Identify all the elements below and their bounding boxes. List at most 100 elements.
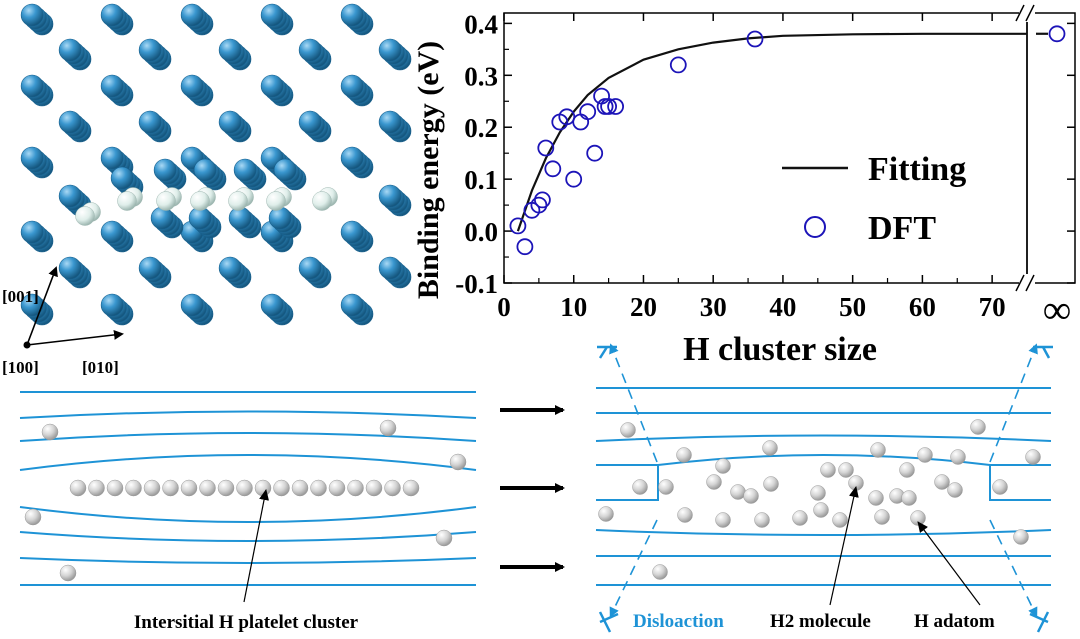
h-atom [379,419,397,437]
atom-column [138,110,172,143]
h-atom [838,462,854,478]
y-tick-label: 0.2 [464,113,498,143]
x-tick-label: 20 [630,292,657,322]
fe-atom [20,146,44,170]
h-atom [658,479,674,495]
fe-atom [138,110,162,134]
hydrogen-pair [117,187,143,211]
dislocation-arrow-top-left [609,343,658,463]
fe-atom [180,3,204,27]
axis-001-label: [001] [2,287,39,306]
fe-atom [218,38,242,62]
h-atom [199,479,216,497]
fe-atom [100,293,124,317]
h-atom [254,479,272,497]
atom-column [188,206,222,239]
h-atom [41,423,59,441]
fe-atom [20,293,44,317]
h-atom [217,479,235,497]
h-atom [75,206,95,226]
atom-column [150,206,184,239]
chart-plot-frame [503,12,1028,284]
dft-point [534,191,551,209]
legend-dft-label: DFT [868,210,936,247]
x-tick-label: 10 [560,292,587,322]
atom-column [340,74,374,107]
fe-atom [138,256,162,280]
fe-atom [20,3,44,27]
fe-atom [340,220,364,244]
h-atom [899,462,915,478]
chart-legend: Fitting DFT [782,151,966,247]
atom-column [58,256,92,289]
fe-atom [20,74,44,98]
fe-atom [110,166,134,190]
x-tick-label: 40 [769,292,796,322]
dislocation-label: Disloaction [633,611,724,632]
atom-column [218,110,252,143]
platelet-pointer-arrow [243,489,269,603]
dft-points [509,25,1066,256]
h-atom [125,479,142,497]
h-atom [632,479,648,495]
axis-010-arrow [26,329,124,346]
hydrogen-pair [75,202,101,226]
h-atom [706,474,722,490]
h-atom [347,479,364,497]
h-atom [598,506,614,522]
fe-atom [58,110,82,134]
axis-100-label: [100] [2,358,39,377]
atom-column [100,3,134,36]
dft-point [530,196,548,214]
fe-atom [100,146,124,170]
lattice-plane-line [595,434,1052,442]
platelet-cluster-label: Intersitial H platelet cluster [134,612,359,633]
fe-atom [378,256,402,280]
h-atom [69,479,87,497]
fe-atom [58,256,82,280]
bcc-lattice-structure [20,3,412,326]
h-atom [180,479,198,497]
h-atom [715,458,731,474]
fe-atom [298,110,322,134]
hydrogen-platelet-atoms [75,187,338,226]
atom-column [228,206,262,239]
h-atom [312,191,332,211]
h2-pointer-arrow [829,486,859,606]
dft-point [509,217,527,235]
atom-column [340,293,374,326]
h-atom [870,442,886,458]
atom-column [260,293,294,326]
h-atom [832,512,848,528]
fe-atom [193,158,217,182]
fe-atom [298,256,322,280]
lattice-plane-line [595,529,1052,536]
fe-atom [340,293,364,317]
h-atom [310,479,327,497]
atom-column [180,3,214,36]
atom-column [340,3,374,36]
fe-atom [298,38,322,62]
lattice-plane-line [596,454,1051,466]
atom-column [218,38,252,71]
h2-molecule-label: H2 molecule [770,611,871,632]
h-atom [1025,449,1041,465]
atom-column [233,158,267,191]
h-atom [59,564,77,582]
atom-column [260,3,294,36]
h-atom [228,191,248,211]
dft-point [669,56,687,74]
y-axis-label: Binding energy (eV) [412,41,445,299]
x-tick-label: 50 [839,292,866,322]
legend-dft-marker [804,216,826,238]
lattice-plane-line [596,465,659,501]
legend-fitting-label: Fitting [868,151,966,188]
atom-column [138,256,172,289]
h-atom [715,512,731,528]
dft-point [572,113,590,131]
h-atom [273,479,290,497]
h-atom [88,479,105,497]
h-atom [117,191,137,211]
h-atom [652,564,668,580]
